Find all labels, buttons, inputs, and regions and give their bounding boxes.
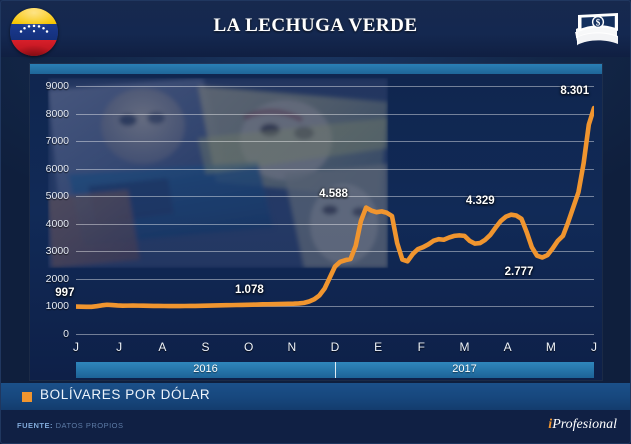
x-axis-year-label: 2016 bbox=[193, 363, 218, 375]
y-axis-tick-label: 7000 bbox=[45, 135, 69, 148]
data-point-label: 1.078 bbox=[234, 284, 264, 297]
panel-top-strip bbox=[30, 64, 602, 74]
gridline bbox=[76, 113, 594, 115]
flag-stripe-yellow bbox=[10, 8, 58, 24]
data-point-label: 997 bbox=[55, 286, 75, 299]
x-axis-month-label: J bbox=[116, 340, 123, 354]
gridline bbox=[76, 168, 594, 170]
y-axis-tick-label: 8000 bbox=[45, 107, 69, 120]
flag-gloss bbox=[10, 8, 58, 56]
plot-area: 0 1000 2000 3000 4000 5000 6000 7000 8000 9000 99… bbox=[46, 80, 594, 340]
x-axis-month-label: M bbox=[545, 340, 556, 354]
gridline bbox=[76, 141, 594, 143]
gridline bbox=[76, 306, 594, 308]
y-axis-tick-label: 9000 bbox=[45, 80, 69, 92]
legend-color-swatch bbox=[22, 392, 32, 402]
x-axis-month-label: M bbox=[459, 340, 470, 354]
data-point-label: 2.777 bbox=[504, 266, 534, 279]
legend-label: BOLÍVARES POR DÓLAR bbox=[40, 387, 211, 402]
y-axis-tick-label: 6000 bbox=[45, 162, 69, 175]
venezuela-flag-icon bbox=[10, 8, 58, 56]
x-axis-month-label: O bbox=[243, 340, 254, 354]
chart-panel: 0 1000 2000 3000 4000 5000 6000 7000 8000 9000 99… bbox=[30, 64, 602, 380]
source-label: FUENTE: bbox=[17, 421, 53, 430]
data-point-label: 4.588 bbox=[319, 187, 348, 200]
header-bar: LA LECHUGA VERDE $ bbox=[0, 0, 631, 57]
svg-text:$: $ bbox=[596, 18, 601, 28]
x-axis-month-label: A bbox=[503, 340, 512, 354]
footer-bar: FUENTE: DATOS PROPIOS iProfesional bbox=[0, 410, 631, 444]
gridline bbox=[76, 196, 594, 198]
y-axis-tick-label: 2000 bbox=[45, 272, 69, 285]
y-axis-tick-label: 1000 bbox=[45, 300, 69, 313]
year-divider bbox=[335, 362, 336, 378]
x-axis-month-label: N bbox=[287, 340, 297, 354]
x-axis-year-label: 2017 bbox=[452, 363, 477, 375]
x-axis-month-label: E bbox=[374, 340, 383, 354]
gridline bbox=[76, 334, 594, 335]
x-axis-month-label: D bbox=[330, 340, 340, 354]
x-axis-month-label: A bbox=[158, 340, 167, 354]
gridline bbox=[76, 86, 594, 87]
banknotes-dollar-icon: $ bbox=[575, 13, 618, 46]
y-axis-tick-label: 5000 bbox=[45, 190, 69, 203]
data-point-label: 4.329 bbox=[465, 194, 495, 207]
gridline bbox=[76, 223, 594, 225]
gridline bbox=[76, 251, 594, 253]
gridline bbox=[76, 278, 594, 280]
data-point-label: 8.301 bbox=[560, 85, 590, 98]
legend-bar: BOLÍVARES POR DÓLAR bbox=[0, 383, 631, 410]
source-note: FUENTE: DATOS PROPIOS bbox=[17, 421, 124, 430]
data-series-line bbox=[76, 105, 594, 310]
banknote-photo-backdrop bbox=[48, 78, 388, 268]
y-axis-tick-label: 3000 bbox=[45, 245, 69, 258]
brand-logo-name: Profesional bbox=[552, 417, 617, 432]
source-value: DATOS PROPIOS bbox=[55, 421, 124, 430]
brand-logo: iProfesional bbox=[548, 417, 617, 433]
flag-stars-icon bbox=[19, 24, 49, 33]
chart-plot-region: 0 1000 2000 3000 4000 5000 6000 7000 8000 9000 99… bbox=[30, 74, 602, 380]
brand-logo-i: i bbox=[548, 417, 553, 432]
x-axis-month-label: F bbox=[417, 340, 425, 354]
page-title: LA LECHUGA VERDE bbox=[213, 15, 418, 36]
flag-stripe-red bbox=[10, 40, 58, 56]
y-axis-tick-label: 0 bbox=[63, 328, 69, 340]
x-axis-month-label: J bbox=[73, 340, 79, 354]
y-axis-tick-label: 4000 bbox=[45, 217, 69, 230]
x-axis-year-band: 2016 2017 bbox=[76, 362, 594, 378]
x-axis-month-label: J bbox=[591, 340, 597, 354]
x-axis-month-label: S bbox=[201, 340, 210, 354]
